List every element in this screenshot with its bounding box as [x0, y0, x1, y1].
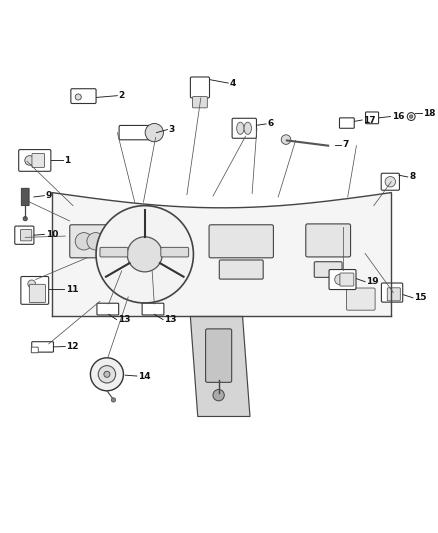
FancyBboxPatch shape: [161, 247, 189, 257]
FancyBboxPatch shape: [97, 303, 119, 315]
FancyBboxPatch shape: [29, 284, 46, 303]
Text: 8: 8: [409, 173, 415, 181]
Circle shape: [25, 156, 34, 165]
FancyBboxPatch shape: [381, 173, 399, 190]
Polygon shape: [191, 317, 250, 416]
FancyBboxPatch shape: [232, 118, 257, 138]
FancyBboxPatch shape: [340, 273, 354, 286]
Text: 18: 18: [423, 109, 435, 118]
Circle shape: [28, 280, 35, 288]
FancyBboxPatch shape: [71, 88, 96, 103]
FancyBboxPatch shape: [100, 247, 128, 257]
Circle shape: [90, 358, 124, 391]
Circle shape: [385, 176, 396, 187]
Text: 1: 1: [64, 156, 71, 165]
Text: 2: 2: [119, 91, 125, 100]
FancyBboxPatch shape: [191, 77, 209, 98]
FancyBboxPatch shape: [329, 270, 356, 289]
Text: 13: 13: [164, 315, 177, 324]
FancyBboxPatch shape: [209, 225, 273, 258]
FancyBboxPatch shape: [346, 288, 375, 310]
Text: 4: 4: [230, 78, 236, 87]
FancyBboxPatch shape: [381, 283, 403, 302]
Circle shape: [145, 124, 163, 142]
FancyBboxPatch shape: [32, 342, 53, 352]
FancyBboxPatch shape: [21, 188, 29, 206]
Text: 14: 14: [138, 372, 151, 381]
Circle shape: [410, 115, 413, 118]
Circle shape: [87, 232, 104, 250]
FancyBboxPatch shape: [339, 118, 354, 128]
Text: 10: 10: [46, 230, 58, 239]
Text: 6: 6: [267, 119, 274, 128]
Circle shape: [75, 94, 81, 100]
Circle shape: [407, 112, 415, 120]
FancyBboxPatch shape: [119, 125, 157, 140]
FancyBboxPatch shape: [219, 260, 263, 279]
Text: 9: 9: [46, 191, 52, 200]
Circle shape: [127, 237, 162, 272]
Circle shape: [99, 232, 117, 250]
Circle shape: [23, 216, 28, 221]
FancyBboxPatch shape: [314, 262, 342, 277]
FancyBboxPatch shape: [306, 224, 350, 257]
Circle shape: [335, 274, 345, 285]
Text: 7: 7: [343, 140, 349, 149]
FancyBboxPatch shape: [205, 329, 232, 382]
FancyBboxPatch shape: [387, 288, 400, 301]
FancyBboxPatch shape: [70, 225, 123, 258]
FancyBboxPatch shape: [21, 230, 32, 241]
Text: 13: 13: [118, 315, 130, 324]
Circle shape: [281, 135, 291, 144]
Circle shape: [98, 366, 116, 383]
FancyBboxPatch shape: [19, 150, 51, 171]
FancyBboxPatch shape: [15, 226, 34, 244]
Circle shape: [75, 232, 92, 250]
Circle shape: [111, 398, 116, 402]
Text: 11: 11: [66, 285, 78, 294]
FancyBboxPatch shape: [31, 347, 38, 353]
Text: 19: 19: [367, 277, 379, 286]
Text: 17: 17: [364, 116, 376, 125]
Ellipse shape: [237, 122, 244, 134]
FancyBboxPatch shape: [142, 303, 164, 315]
Text: 16: 16: [392, 112, 404, 121]
Text: 3: 3: [169, 125, 175, 134]
Circle shape: [104, 372, 110, 377]
FancyBboxPatch shape: [193, 96, 207, 108]
FancyBboxPatch shape: [366, 112, 378, 124]
Text: 15: 15: [414, 293, 427, 302]
Polygon shape: [52, 192, 391, 317]
Text: 12: 12: [67, 342, 79, 351]
FancyBboxPatch shape: [21, 277, 49, 304]
Circle shape: [213, 390, 224, 401]
Circle shape: [96, 206, 194, 303]
FancyBboxPatch shape: [32, 154, 45, 167]
Ellipse shape: [244, 122, 251, 134]
